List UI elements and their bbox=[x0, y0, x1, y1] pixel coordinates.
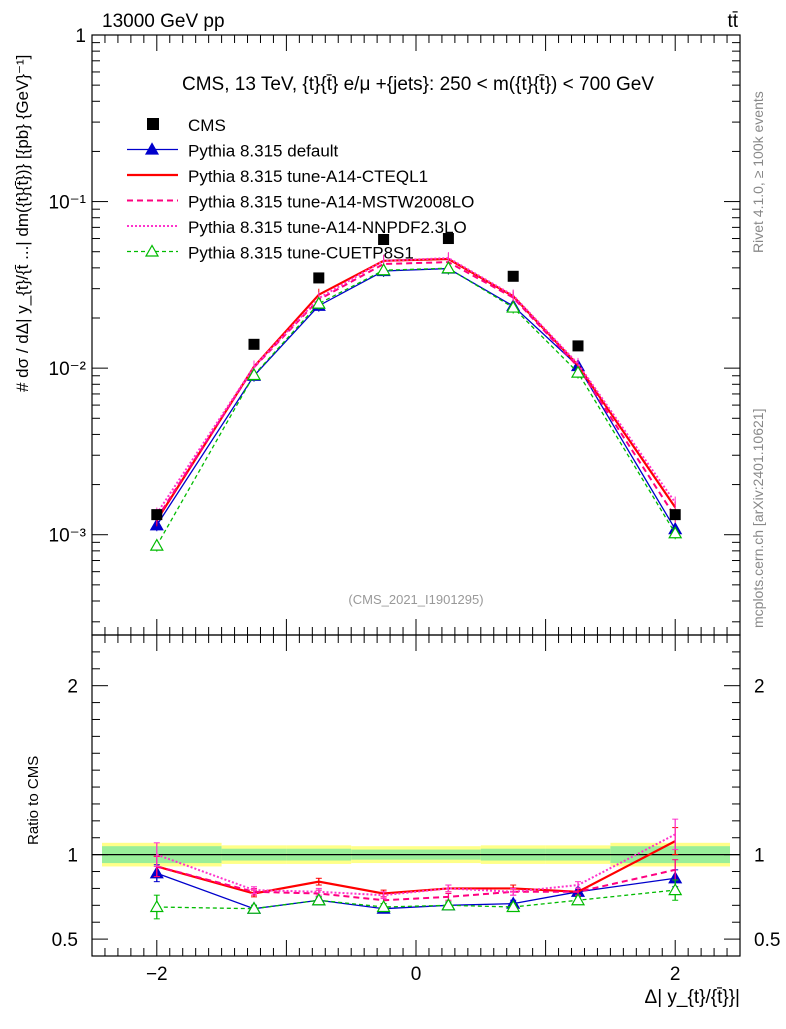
ratio-axis-ticks: −2 0 2 2 2 1 1 0.5 0.5 bbox=[52, 635, 780, 985]
ratio-y-tick-label-right: 1 bbox=[754, 846, 765, 867]
main-series-line bbox=[155, 257, 677, 521]
legend-data-marker bbox=[147, 118, 159, 130]
main-series-lines bbox=[149, 252, 683, 552]
main-series-marker bbox=[246, 367, 262, 381]
ratio-series-marker bbox=[668, 882, 683, 896]
y-tick-label: 10⁻¹ bbox=[49, 193, 87, 214]
legend-label: Pythia 8.315 tune-A14-MSTW2008LO bbox=[188, 193, 474, 212]
main-series-marker bbox=[570, 365, 586, 378]
y-tick-label: 1 bbox=[75, 26, 86, 47]
main-series-marker bbox=[376, 263, 391, 276]
ratio-y-tick-label-right: 2 bbox=[754, 677, 765, 698]
main-series-line bbox=[155, 257, 677, 515]
y-tick-label: 10⁻³ bbox=[49, 526, 87, 547]
legend-label: Pythia 8.315 default bbox=[188, 142, 339, 161]
main-series-marker bbox=[668, 526, 683, 539]
ratio-series-line bbox=[156, 889, 676, 910]
energy-label: 13000 GeV pp bbox=[102, 11, 225, 32]
plot-title: CMS, 13 TeV, {t}{t̄} e/μ +{jets}: 250 < … bbox=[182, 74, 654, 95]
ratio-y-tick-label: 1 bbox=[67, 846, 78, 867]
x-tick-label: 2 bbox=[670, 964, 681, 985]
main-series-marker bbox=[441, 261, 456, 274]
x-tick-label: −2 bbox=[146, 964, 168, 985]
main-series-marker bbox=[311, 296, 326, 309]
process-label: tt̄ bbox=[727, 11, 738, 32]
ratio-series-marker bbox=[246, 901, 262, 914]
legend-label: Pythia 8.315 tune-CUETP8S1 bbox=[188, 244, 414, 263]
data-point bbox=[313, 272, 325, 284]
ratio-series-marker bbox=[376, 899, 391, 913]
ratio-series-marker bbox=[506, 899, 521, 913]
legend-label: CMS bbox=[188, 116, 226, 135]
main-data-points bbox=[151, 233, 681, 521]
data-point bbox=[378, 233, 390, 245]
analysis-watermark: (CMS_2021_I1901295) bbox=[348, 592, 483, 607]
ratio-y-tick-label: 2 bbox=[67, 677, 78, 698]
x-tick-label: 0 bbox=[411, 964, 422, 985]
main-axis-ticks: 1 10⁻¹ 10⁻² 10⁻³ bbox=[49, 26, 741, 635]
ratio-series-marker bbox=[149, 899, 164, 913]
data-point bbox=[572, 340, 584, 352]
x-axis-label: Δ| y_{t}/{t̄}}| bbox=[645, 987, 740, 1008]
legend: CMS Pythia 8.315 default Pythia 8.315 tune… bbox=[127, 116, 474, 263]
ratio-y-tick-label: 0.5 bbox=[52, 930, 78, 951]
rivet-label: Rivet 4.1.0, ≥ 100k events bbox=[750, 91, 766, 253]
data-point bbox=[248, 338, 260, 350]
ratio-uncertainty-band bbox=[92, 842, 740, 867]
data-point bbox=[507, 270, 519, 282]
ratio-series-marker bbox=[441, 898, 456, 911]
legend-marker bbox=[144, 244, 160, 257]
legend-marker bbox=[144, 142, 160, 155]
legend-label: Pythia 8.315 tune-A14-CTEQL1 bbox=[188, 167, 428, 186]
main-series-line bbox=[155, 261, 677, 520]
data-point bbox=[151, 509, 163, 521]
ratio-panel-frame bbox=[91, 634, 741, 957]
ratio-series-marker bbox=[311, 893, 326, 906]
ratio-series-marker bbox=[570, 893, 586, 906]
main-series-marker bbox=[506, 300, 521, 313]
main-series-line bbox=[156, 267, 676, 546]
y-tick-label: 10⁻² bbox=[49, 359, 87, 380]
ratio-series-lines bbox=[149, 818, 683, 920]
data-point bbox=[442, 233, 454, 245]
mcplots-label: mcplots.cern.ch [arXiv:2401.10621] bbox=[750, 409, 766, 628]
data-point bbox=[669, 509, 681, 521]
main-series-marker bbox=[149, 538, 164, 551]
ratio-series-line bbox=[156, 833, 676, 897]
ratio-y-axis-label: Ratio to CMS bbox=[25, 756, 42, 845]
ratio-series-line bbox=[156, 865, 676, 902]
legend-label: Pythia 8.315 tune-A14-NNPDF2.3LO bbox=[188, 218, 467, 237]
main-y-axis-label: # dσ / dΔ| y_{t}/{t̄ ...| dm({t}{t̄})} [… bbox=[13, 55, 32, 392]
ratio-y-tick-label-right: 0.5 bbox=[754, 930, 780, 951]
